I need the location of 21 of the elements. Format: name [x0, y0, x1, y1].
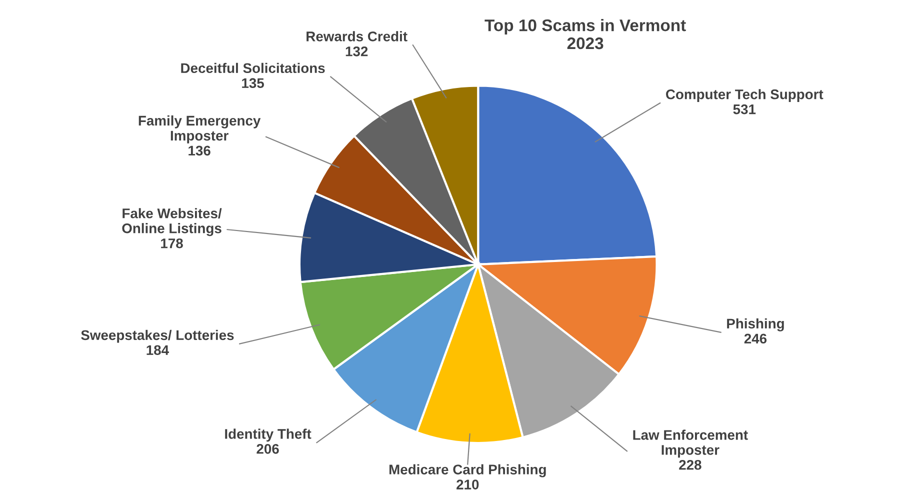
slice-label: Rewards Credit [306, 31, 408, 42]
slice-label: Sweepstakes/ Lotteries [81, 330, 234, 343]
data-label: 210 [456, 480, 479, 490]
slice-label: Fake Websites/ Online Listings [122, 208, 222, 236]
slice-label: Law Enforcement Imposter [633, 430, 748, 458]
chart-title: Top 10 Scams in Vermont 2023 [484, 18, 686, 50]
data-label: 246 [744, 334, 767, 344]
data-label: 178 [161, 238, 183, 248]
slice-label: Deceitful Solicitations [181, 62, 325, 74]
data-label: 206 [256, 444, 279, 454]
data-label: 228 [679, 460, 702, 470]
slice-label: Family Emergency Imposter [138, 115, 261, 144]
slice-label: Computer Tech Support [666, 89, 824, 102]
data-label: 135 [242, 78, 264, 88]
slice-label: Medicare Card Phishing [389, 464, 546, 478]
data-label: 531 [733, 104, 756, 114]
data-label: 132 [346, 46, 368, 56]
slice-label: Identity Theft [225, 428, 312, 442]
slice-label: Phishing [727, 318, 784, 332]
data-label: 184 [146, 345, 169, 356]
data-label: 136 [188, 146, 210, 156]
